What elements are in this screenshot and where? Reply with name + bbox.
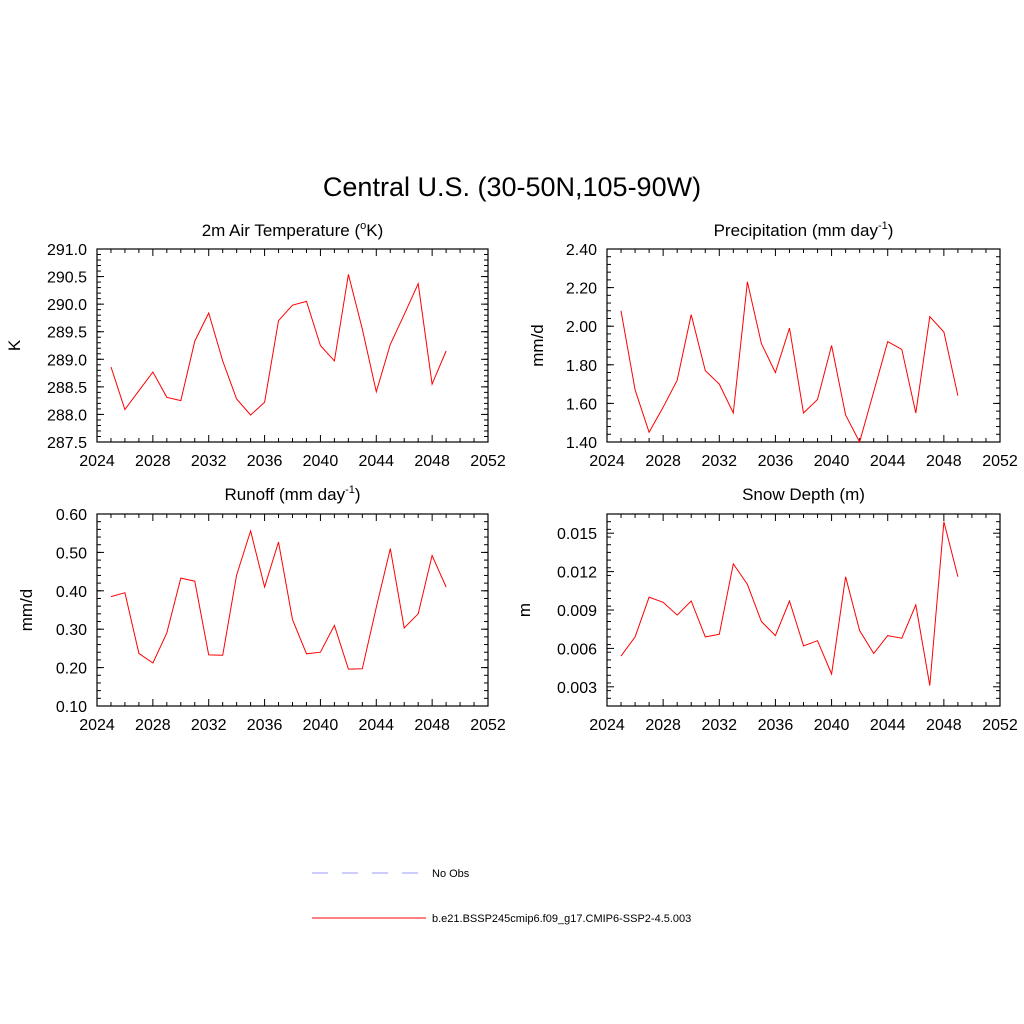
y-tick-label: 289.5 — [47, 325, 87, 342]
series-line — [620, 521, 959, 686]
x-tick-label: 2048 — [414, 453, 450, 470]
y-tick-label: 0.006 — [557, 641, 597, 658]
y-tick-label: 2.00 — [566, 319, 597, 336]
x-tick-label: 2028 — [135, 453, 171, 470]
y-tick-label: 1.40 — [566, 435, 597, 452]
panel-title-main: 2m Air Temperature ( — [202, 221, 361, 240]
y-tick-label: 0.009 — [557, 603, 597, 620]
panel-title-post: K) — [366, 221, 383, 240]
y-tick-label: 291.0 — [47, 242, 87, 259]
y-tick-label: 0.015 — [557, 526, 597, 543]
legend-label: No Obs — [432, 868, 470, 880]
panel-title-post: ) — [355, 485, 361, 504]
y-tick-label: 0.003 — [557, 680, 597, 697]
panel-title-main: Runoff (mm day — [224, 485, 345, 504]
x-tick-label: 2052 — [470, 453, 506, 470]
legend: No Obs b.e21.BSSP245cmip6.f09_g17.CMIP6-S… — [312, 868, 691, 925]
y-tick-label: 0.60 — [56, 507, 87, 524]
y-tick-label: 1.60 — [566, 396, 597, 413]
y-tick-label: 290.0 — [47, 297, 87, 314]
y-tick-label: 2.20 — [566, 281, 597, 298]
series-line — [110, 274, 447, 416]
x-tick-label: 2032 — [191, 717, 227, 734]
x-tick-label: 2048 — [414, 717, 450, 734]
x-tick-label: 2036 — [758, 453, 794, 470]
x-tick-label: 2032 — [191, 453, 227, 470]
x-tick-label: 2032 — [701, 453, 737, 470]
x-tick-label: 2028 — [135, 717, 171, 734]
panel-2: Runoff (mm day-1) mm/d 2024 2028 2032 2036 204… — [17, 484, 506, 734]
y-axis-label: K — [5, 339, 24, 351]
plot-frame — [96, 248, 489, 443]
panel-title-main: Precipitation (mm day — [714, 221, 879, 240]
x-tick-label: 2048 — [926, 453, 962, 470]
y-tick-label: 1.80 — [566, 358, 597, 375]
panel-title: Precipitation (mm day-1) — [714, 220, 894, 240]
panel-0: 2m Air Temperature (oK) K 2024 2028 2032 2036… — [5, 220, 506, 470]
y-tick-label: 289.0 — [47, 352, 87, 369]
y-tick-label: 288.5 — [47, 380, 87, 397]
x-tick-label: 2024 — [79, 453, 115, 470]
x-tick-label: 2028 — [645, 453, 681, 470]
panel-1: Precipitation (mm day-1) mm/d 2024 2028 2032… — [528, 220, 1018, 470]
y-tick-label: 0.012 — [557, 565, 597, 582]
x-tick-label: 2024 — [589, 453, 625, 470]
series-line — [620, 281, 959, 444]
panel-title: Runoff (mm day-1) — [224, 484, 360, 504]
y-tick-label: 0.50 — [56, 545, 87, 562]
x-tick-label: 2044 — [870, 717, 906, 734]
y-tick-label: 290.5 — [47, 270, 87, 287]
panel-title-post: ) — [888, 221, 894, 240]
panel-title-sup: o — [360, 220, 366, 232]
x-tick-label: 2040 — [303, 717, 339, 734]
panel-title-sup: -1 — [345, 484, 355, 496]
x-tick-label: 2036 — [247, 717, 283, 734]
panel-title: 2m Air Temperature (oK) — [202, 220, 384, 240]
panel-3: Snow Depth (m) m 2024 2028 2032 2036 2040 2044 2… — [515, 485, 1018, 734]
x-tick-label: 2044 — [870, 453, 906, 470]
y-tick-label: 288.0 — [47, 407, 87, 424]
y-tick-label: 2.40 — [566, 242, 597, 259]
x-tick-label: 2044 — [358, 453, 394, 470]
y-tick-label: 0.10 — [56, 699, 87, 716]
y-axis-label: mm/d — [17, 589, 36, 632]
figure-title: Central U.S. (30-50N,105-90W) — [323, 172, 701, 202]
x-tick-label: 2036 — [247, 453, 283, 470]
y-tick-label: 0.40 — [56, 584, 87, 601]
panel-title-main: Snow Depth (m) — [742, 485, 865, 504]
x-tick-label: 2052 — [470, 717, 506, 734]
panels: 2m Air Temperature (oK) K 2024 2028 2032 2036… — [5, 220, 1018, 734]
panel-title: Snow Depth (m) — [742, 485, 865, 504]
x-tick-label: 2032 — [701, 717, 737, 734]
x-tick-label: 2052 — [982, 453, 1018, 470]
x-tick-label: 2028 — [645, 717, 681, 734]
panel-title-sup: -1 — [878, 220, 888, 232]
x-tick-label: 2040 — [814, 453, 850, 470]
legend-label: b.e21.BSSP245cmip6.f09_g17.CMIP6-SSP2-4.… — [432, 913, 691, 925]
x-tick-label: 2040 — [303, 453, 339, 470]
y-tick-label: 287.5 — [47, 435, 87, 452]
x-tick-label: 2036 — [758, 717, 794, 734]
series-line — [110, 529, 447, 670]
plot-frame — [606, 513, 1001, 707]
x-tick-label: 2024 — [589, 717, 625, 734]
x-tick-label: 2040 — [814, 717, 850, 734]
x-tick-label: 2052 — [982, 717, 1018, 734]
x-tick-label: 2048 — [926, 717, 962, 734]
plot-frame — [96, 513, 489, 707]
y-axis-label: mm/d — [528, 324, 547, 367]
y-tick-label: 0.20 — [56, 661, 87, 678]
x-tick-label: 2044 — [358, 717, 394, 734]
y-axis-label: m — [515, 603, 534, 617]
y-tick-label: 0.30 — [56, 622, 87, 639]
x-tick-label: 2024 — [79, 717, 115, 734]
